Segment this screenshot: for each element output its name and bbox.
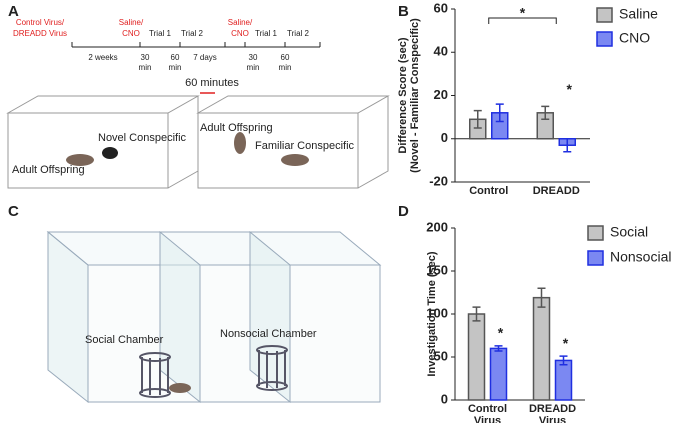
group-label: DREADD Virus bbox=[13, 29, 67, 38]
treatment-label: Saline/ bbox=[228, 18, 253, 27]
timeline-label: Trial 2 bbox=[181, 29, 203, 38]
y-tick-label: 0 bbox=[441, 130, 448, 145]
y-tick-label: 50 bbox=[434, 348, 448, 363]
scene-label: Familiar Conspecific bbox=[255, 140, 355, 152]
y-tick-label: 150 bbox=[426, 262, 448, 277]
legend-label: CNO bbox=[619, 30, 650, 46]
timeline-label: Trial 2 bbox=[287, 29, 309, 38]
treatment-label: CNO bbox=[122, 29, 140, 38]
significance-mark: * bbox=[567, 81, 573, 97]
error-bar bbox=[541, 105, 550, 121]
timeline-label: 7 days bbox=[193, 53, 217, 62]
legend-swatch bbox=[596, 7, 613, 23]
arena bbox=[6, 95, 390, 189]
error-bar bbox=[563, 138, 572, 153]
timeline-label: min bbox=[169, 63, 182, 72]
timeline-label: min bbox=[139, 63, 152, 72]
panel-label: D bbox=[398, 203, 409, 220]
scene-label: Adult Offspring bbox=[200, 122, 273, 134]
x-tick-label: Virus bbox=[474, 415, 501, 423]
error-bar bbox=[559, 355, 568, 366]
error-bar bbox=[537, 287, 546, 308]
interval-label: 60 minutes bbox=[185, 77, 239, 89]
treatment-label: Saline/ bbox=[119, 18, 144, 27]
timeline-label: Trial 1 bbox=[149, 29, 171, 38]
timeline-label: min bbox=[279, 63, 292, 72]
bar bbox=[554, 359, 573, 401]
significance-mark: * bbox=[498, 325, 504, 341]
legend-label: Saline bbox=[619, 6, 658, 22]
chamber-label: Nonsocial Chamber bbox=[220, 328, 317, 340]
scene-label: Novel Conspecific bbox=[98, 132, 187, 144]
panel-label: C bbox=[8, 203, 19, 220]
bar bbox=[532, 296, 551, 401]
significance-mark: * bbox=[563, 335, 569, 351]
panel-label: B bbox=[398, 3, 409, 20]
y-tick-label: 20 bbox=[434, 87, 448, 102]
timeline-label: min bbox=[247, 63, 260, 72]
y-tick-label: -20 bbox=[429, 173, 448, 188]
legend-label: Nonsocial bbox=[610, 249, 671, 265]
panel-label: A bbox=[8, 3, 19, 20]
legend-swatch bbox=[587, 250, 604, 266]
legend-swatch bbox=[596, 31, 613, 47]
x-tick-label: Virus bbox=[539, 415, 566, 423]
significance-mark: * bbox=[520, 5, 526, 21]
legend-swatch bbox=[587, 225, 604, 241]
scene-label: Adult Offspring bbox=[12, 164, 85, 176]
mouse bbox=[66, 132, 309, 166]
y-tick-label: 200 bbox=[426, 219, 448, 234]
y-tick-label: 100 bbox=[426, 305, 448, 320]
timeline-label: 30 bbox=[141, 53, 150, 62]
mouse bbox=[169, 383, 191, 393]
x-tick-label: DREADD bbox=[529, 403, 576, 415]
error-bar bbox=[472, 306, 481, 322]
y-axis-label: Difference Score (sec) bbox=[397, 37, 409, 153]
bar bbox=[489, 347, 508, 401]
error-bar bbox=[495, 103, 504, 123]
timeline-label: Trial 1 bbox=[255, 29, 277, 38]
y-tick-label: 60 bbox=[434, 0, 448, 15]
y-tick-label: 40 bbox=[434, 44, 448, 59]
error-bar bbox=[494, 345, 503, 352]
bar bbox=[467, 313, 486, 401]
y-axis-label: Investigation Time (sec) bbox=[426, 251, 438, 376]
timeline-label: 2 weeks bbox=[88, 53, 117, 62]
timeline-label: 30 bbox=[249, 53, 258, 62]
timeline-label: 60 bbox=[281, 53, 290, 62]
chamber-label: Social Chamber bbox=[85, 334, 164, 346]
cage bbox=[139, 345, 288, 398]
timeline bbox=[71, 42, 321, 48]
x-tick-label: Control bbox=[469, 185, 508, 197]
x-tick-label: Control bbox=[468, 403, 507, 415]
timeline-label: 60 bbox=[171, 53, 180, 62]
significance-bracket bbox=[488, 17, 557, 24]
legend-label: Social bbox=[610, 224, 648, 240]
treatment-label: CNO bbox=[231, 29, 249, 38]
group-label: Control Virus/ bbox=[16, 18, 65, 27]
error-bar bbox=[473, 109, 482, 129]
y-axis-label: (Novel - Familiar Conspecific) bbox=[409, 18, 421, 173]
chamber-box bbox=[46, 230, 382, 404]
y-tick-label: 0 bbox=[441, 391, 448, 406]
x-tick-label: DREADD bbox=[533, 185, 580, 197]
